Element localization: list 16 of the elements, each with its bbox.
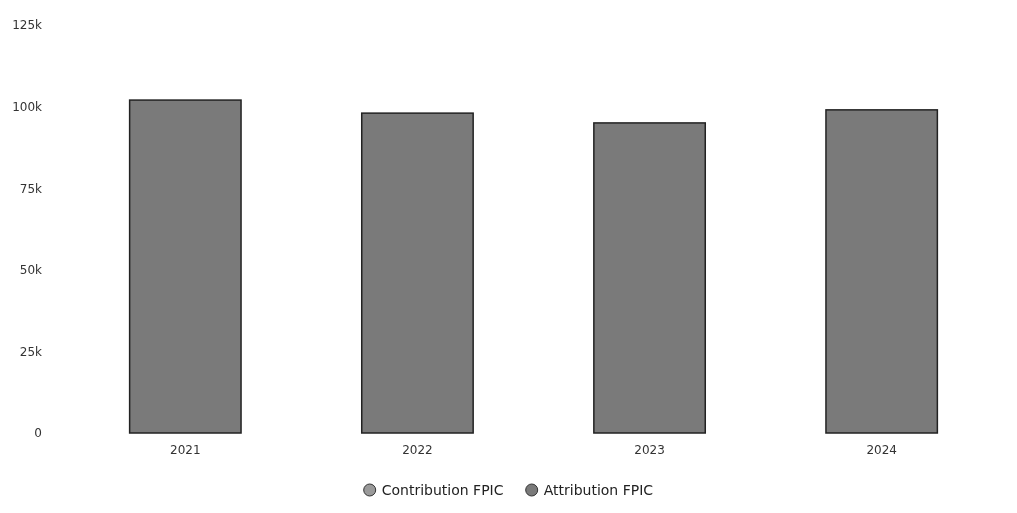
x-tick-label: 2024 bbox=[866, 442, 897, 457]
x-tick-label: 2022 bbox=[402, 442, 433, 457]
bar bbox=[825, 109, 939, 434]
y-tick-label: 25k bbox=[19, 344, 43, 359]
legend-label: Attribution FPIC bbox=[543, 482, 654, 498]
y-tick-label: 75k bbox=[19, 181, 43, 196]
y-tick-label: 0 bbox=[34, 426, 42, 441]
x-tick-label: 2021 bbox=[170, 442, 201, 457]
bar bbox=[593, 122, 707, 434]
bar bbox=[360, 112, 474, 434]
y-tick-label: 100k bbox=[12, 99, 43, 114]
bar bbox=[128, 99, 242, 434]
legend-label: Contribution FPIC bbox=[381, 482, 504, 498]
y-tick-label: 125k bbox=[12, 18, 43, 33]
x-tick-label: 2023 bbox=[634, 442, 665, 457]
y-tick-label: 50k bbox=[19, 263, 43, 278]
